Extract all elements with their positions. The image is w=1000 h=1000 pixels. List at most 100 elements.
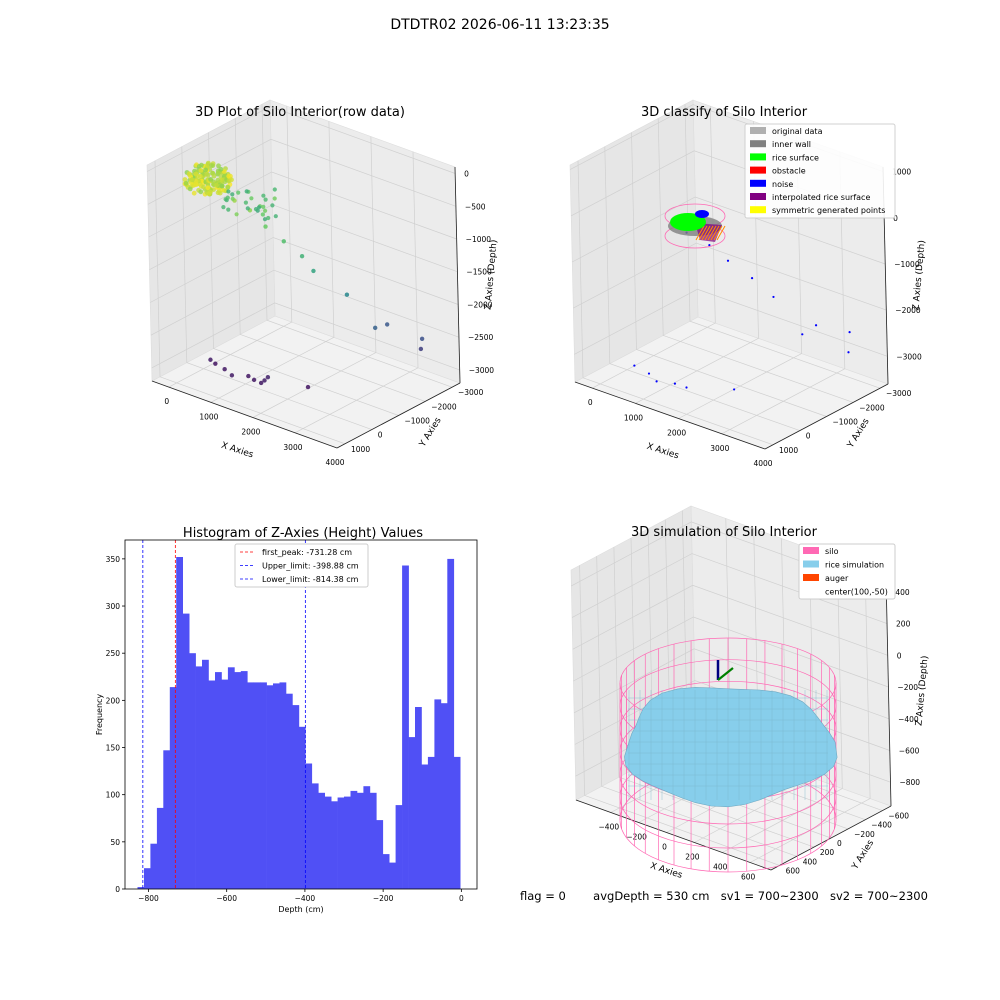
y-tick-label: 150 xyxy=(106,744,121,753)
y-tick-label: 100 xyxy=(106,791,121,800)
cluster-point xyxy=(243,200,248,205)
symmetric-points-band xyxy=(698,225,708,241)
grid-line-x xyxy=(721,151,846,435)
grid-line-z xyxy=(151,302,460,371)
x-tick-label: 0 xyxy=(164,397,169,406)
histogram-bar xyxy=(273,683,280,889)
histogram-bar xyxy=(260,682,267,889)
x-tick-label: −400 xyxy=(599,823,620,832)
legend-label: Lower_limit: -814.38 cm xyxy=(262,575,359,584)
histogram-bar xyxy=(324,796,332,889)
y-axis-label: Y Axies xyxy=(850,838,876,872)
data-point xyxy=(419,336,425,341)
y-tick-label: 200 xyxy=(106,696,121,705)
grid-line-y xyxy=(613,547,815,848)
symmetric-points-band xyxy=(704,225,714,241)
histogram-bar xyxy=(285,693,293,889)
panel-classify-3d: 0100020003000400010000−1000−2000−3000100… xyxy=(569,99,928,468)
cluster-point xyxy=(226,207,231,212)
noise-point xyxy=(685,386,688,389)
z-tick-label: −2500 xyxy=(468,333,494,342)
data-point xyxy=(265,374,271,380)
histogram-bar xyxy=(247,682,254,889)
noise-point xyxy=(633,364,636,367)
z-axis-label: Z Axies (Depth) xyxy=(914,655,930,726)
cluster-point xyxy=(272,196,277,201)
y-tick-label: −3000 xyxy=(886,389,912,398)
y-tick-label: 400 xyxy=(803,857,818,866)
cluster-point xyxy=(226,173,232,179)
plot-frame xyxy=(124,539,478,890)
x-tick-label: 3000 xyxy=(710,444,729,453)
grid-line-x xyxy=(722,558,843,853)
y-tick-label: 0 xyxy=(115,885,120,894)
symmetric-points-band xyxy=(710,225,720,241)
legend-swatch xyxy=(750,153,766,161)
legend-label: first_peak: -731.28 cm xyxy=(262,548,352,557)
z-tick-label: 0 xyxy=(893,214,898,223)
cluster-point xyxy=(182,177,188,182)
legend-swatch xyxy=(750,206,766,214)
cluster-point xyxy=(221,205,226,210)
symmetric-points-band xyxy=(695,225,705,241)
data-point xyxy=(262,378,267,383)
histogram-bar xyxy=(447,558,455,889)
histogram-bar xyxy=(298,726,306,889)
legend-label: rice simulation xyxy=(825,561,884,570)
cluster-point xyxy=(199,162,204,168)
z-tick-label: 0 xyxy=(464,170,469,179)
noise-point xyxy=(726,259,730,262)
histogram-bar xyxy=(144,868,151,889)
panel-histogram: −800 −600 −400 −200 0 0 50 100 150 200 250 300 350 De… xyxy=(95,526,478,914)
data-point xyxy=(246,373,251,379)
x-tick-label: 1000 xyxy=(624,413,643,422)
grid-line-z xyxy=(148,171,457,240)
grid-line-z xyxy=(572,196,886,265)
histogram-bar xyxy=(150,843,158,889)
data-point xyxy=(208,357,213,362)
grid-line-y xyxy=(657,118,854,403)
histogram-bar xyxy=(427,756,435,889)
y-axis-label: Frequency xyxy=(95,694,104,736)
cluster-point xyxy=(244,189,249,194)
histogram-bar xyxy=(137,887,145,889)
z-tick-label: −1000 xyxy=(466,235,492,244)
noise-point xyxy=(814,324,818,327)
legend-box xyxy=(744,123,896,219)
z-tick-label: −2000 xyxy=(895,306,921,315)
cluster-point xyxy=(208,177,214,182)
cluster-point xyxy=(229,177,234,183)
histogram-bar xyxy=(182,613,190,889)
cluster-point xyxy=(198,189,204,195)
legend-label: silo xyxy=(825,547,839,556)
y-axis-line xyxy=(770,805,892,871)
x-tick-label: 400 xyxy=(713,863,728,872)
x-axis-label: X Axies xyxy=(649,861,684,881)
z-axis-line xyxy=(454,166,461,384)
y-tick-label: 0 xyxy=(806,432,811,441)
grid-line-z xyxy=(573,616,889,688)
x-tick-label: 200 xyxy=(685,853,700,862)
grid-line-y xyxy=(631,132,827,417)
legend-box xyxy=(798,543,896,600)
cluster-point xyxy=(266,215,271,221)
histogram-bar xyxy=(344,796,351,889)
noise-point xyxy=(647,372,651,375)
grid-line-z xyxy=(574,288,888,357)
noise-point xyxy=(733,388,736,391)
legend-label: obstacle xyxy=(772,167,806,176)
z-tick-label: 400 xyxy=(895,588,910,597)
grid-line-z xyxy=(571,553,888,624)
data-point xyxy=(418,346,424,352)
x-tick-label: 0 xyxy=(662,843,667,852)
legend-box xyxy=(234,543,369,588)
y-axis-line xyxy=(336,382,461,449)
histogram-bar xyxy=(240,671,248,889)
x-tick-label: 3000 xyxy=(283,443,302,452)
histogram-bar xyxy=(350,790,358,889)
legend-label: rice surface xyxy=(772,153,819,162)
cluster-point xyxy=(216,170,221,176)
histogram-bar xyxy=(279,682,287,889)
histogram-bar xyxy=(356,792,364,889)
z-tick-label: −3000 xyxy=(896,352,922,361)
